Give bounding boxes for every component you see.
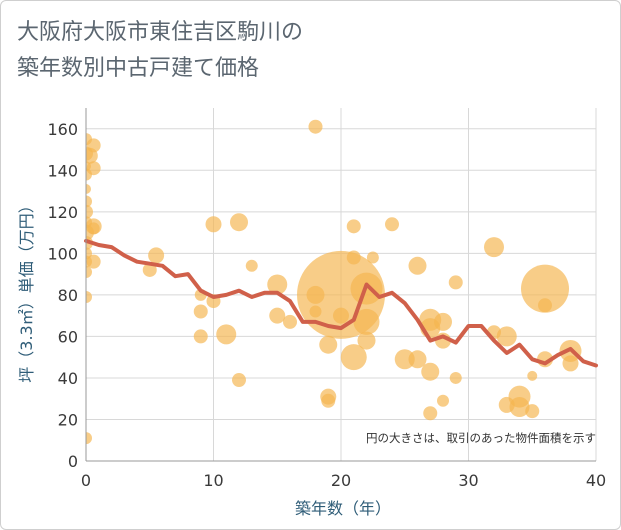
data-bubble [86, 432, 92, 445]
y-tick-label: 40 [58, 369, 78, 388]
data-bubble [353, 308, 380, 335]
y-tick-label: 120 [47, 203, 78, 222]
data-bubble [525, 404, 540, 419]
chart-title: 大阪府大阪市東住吉区駒川の 築年数別中古戸建て価格 [17, 15, 303, 87]
x-axis-label: 築年数（年） [295, 499, 391, 518]
data-bubble [394, 349, 415, 370]
data-bubble [205, 216, 222, 233]
data-bubble [366, 251, 379, 264]
data-bubble [346, 219, 361, 234]
data-bubble [230, 213, 248, 232]
data-bubble [321, 393, 336, 408]
data-bubble [86, 138, 101, 153]
data-bubble [408, 256, 427, 275]
chart-title-line1: 大阪府大阪市東住吉区駒川の [17, 20, 304, 45]
data-bubble [86, 195, 92, 208]
data-bubble [148, 247, 165, 264]
data-bubble [308, 119, 323, 134]
tick-labels: 0 20 40 60 80 100 120 140 160 0 10 20 30 40 [47, 120, 606, 490]
data-bubble [385, 217, 399, 232]
data-bubble [357, 331, 376, 350]
x-tick-label: 40 [586, 471, 606, 490]
data-bubble [527, 370, 538, 381]
data-bubble [142, 262, 157, 277]
data-bubble [434, 312, 452, 331]
data-bubble [86, 290, 92, 303]
data-bubble [484, 237, 504, 258]
data-bubble [232, 373, 246, 388]
x-tick-label: 0 [81, 471, 91, 490]
average-price-line [84, 238, 598, 368]
data-bubble [408, 350, 427, 369]
data-bubble [562, 355, 579, 372]
x-tick-label: 30 [458, 471, 478, 490]
data-bubble [346, 250, 361, 265]
data-bubble [86, 183, 91, 194]
data-bubble [319, 335, 338, 354]
chart-title-line2: 築年数別中古戸建て価格 [17, 56, 260, 81]
data-bubble [521, 264, 569, 313]
x-tick-label: 20 [331, 471, 351, 490]
y-tick-label: 100 [47, 244, 78, 263]
data-bubble [86, 254, 101, 269]
y-tick-label: 160 [47, 120, 78, 139]
data-bubble [448, 275, 463, 290]
data-bubble [87, 222, 100, 235]
data-bubble [267, 274, 288, 295]
data-bubble [538, 298, 552, 313]
size-note: 円の大きさは、取引のあった物件面積を示す [366, 431, 596, 445]
data-bubble [269, 307, 286, 324]
y-tick-label: 0 [68, 452, 78, 471]
data-bubble [496, 326, 517, 347]
trend-line-layer [84, 238, 598, 368]
data-bubble [86, 266, 92, 279]
y-tick-label: 140 [47, 161, 78, 180]
data-bubble [193, 304, 208, 319]
data-bubble [193, 329, 208, 344]
data-bubble [245, 259, 258, 272]
y-tick-label: 60 [58, 327, 78, 346]
y-axis-label: 坪（3.3㎡）単価（万円） [17, 197, 36, 382]
data-bubble [86, 161, 101, 176]
data-bubble [423, 406, 438, 421]
bubble-layer [86, 119, 582, 445]
y-tick-label: 20 [58, 410, 78, 429]
data-bubble [421, 362, 440, 381]
data-bubble [449, 371, 462, 384]
x-tick-label: 10 [203, 471, 223, 490]
data-bubble [340, 344, 367, 371]
axes [85, 108, 596, 462]
data-bubble [86, 204, 93, 219]
data-bubble [509, 397, 530, 418]
data-bubble [333, 307, 349, 324]
data-bubble [437, 394, 449, 407]
y-tick-label: 80 [58, 286, 78, 305]
data-bubble [283, 314, 297, 329]
data-bubble [216, 324, 237, 345]
